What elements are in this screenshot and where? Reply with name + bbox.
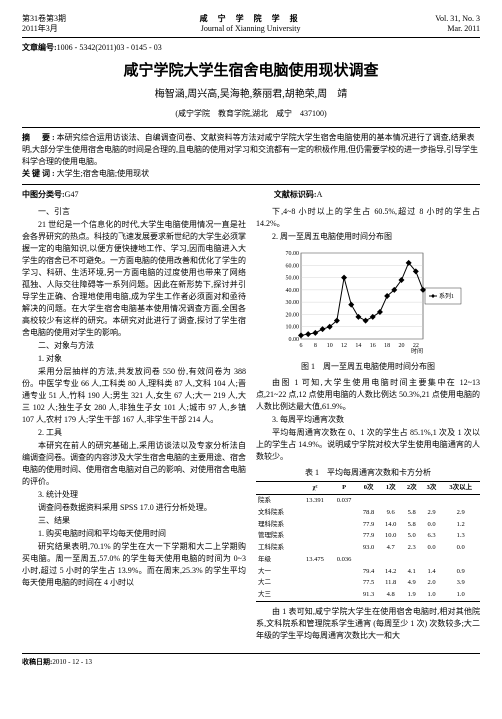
journal-header: 第31卷第3期 2011年3月 咸 宁 学 院 学 报 Journal of X… (22, 14, 480, 38)
s1-head: 一、引言 (22, 206, 246, 218)
footer-note: 收稿日期:2010 - 12 - 13 (22, 653, 480, 668)
article-id-label: 文章编号: (22, 43, 57, 52)
r-sub3: 3. 每周平均通宵次数 (256, 414, 480, 426)
s2-2-p: 本研究在前人的研究基础上,采用访谈法以及专家分析法自编调查问卷。调查的内容涉及大… (22, 440, 246, 488)
article-id-line: 文章编号:1006 - 5342(2011)03 - 0145 - 03 (22, 42, 480, 53)
footer-label: 收稿日期: (22, 658, 52, 666)
clc: G47 (65, 190, 79, 199)
tab1-caption: 表 1 平均每周通宵次数和卡方分析 (256, 467, 480, 479)
s2-1: 1. 对象 (22, 353, 246, 365)
r-p3: 平均每周通宵次数在 0、1 次的学生占 85.1%,1 次及 1 次以上的学生占… (256, 427, 480, 463)
article-title: 咸宁学院大学生宿舍电脑使用现状调查 (22, 61, 480, 82)
r-sub2: 2. 周一至周五电脑使用时间分布图 (256, 231, 480, 243)
classification-row: 中图分类号:G47 文献标识码:A (22, 189, 480, 200)
keywords-label: 关键词: (22, 169, 57, 178)
svg-text:20: 20 (398, 343, 404, 349)
journal-en: Journal of Xianning University (200, 24, 302, 34)
article-id: 1006 - 5342(2011)03 - 0145 - 03 (57, 43, 162, 52)
keywords: 大学生;宿舍电脑;使用现状 (57, 169, 149, 178)
r-p4: 由 1 表可知,咸宁学院大学生在使用宿舍电脑时,相对其他院系,文科院系和管理院系… (256, 606, 480, 642)
svg-text:40.00: 40.00 (286, 288, 300, 294)
r-p1: 下,4~8 小时以上的学生占 60.5%,超过 8 小时的学生占 14.2%。 (256, 206, 480, 230)
svg-text:6: 6 (300, 343, 303, 349)
vol-cn: 第31卷第3期 (22, 14, 66, 24)
svg-text:50.00: 50.00 (286, 276, 300, 282)
footer-date: 2010 - 12 - 13 (52, 658, 92, 666)
svg-text:14: 14 (355, 343, 361, 349)
authors: 梅智涵,周兴高,吴海艳,蔡丽君,胡艳荣,周 靖 (22, 88, 480, 102)
doccode: A (317, 190, 323, 199)
table-1: 表 1 平均每周通宵次数和卡方分析 χ²P0次1次2次3次3次以上院系13.39… (256, 467, 480, 602)
svg-text:10: 10 (327, 343, 333, 349)
date-en: Mar. 2011 (435, 24, 480, 34)
s3-head: 三、结果 (22, 515, 246, 527)
date-cn: 2011年3月 (22, 24, 66, 34)
svg-text:时间: 时间 (411, 347, 423, 355)
svg-text:60.00: 60.00 (286, 264, 300, 270)
journal-cn: 咸 宁 学 院 学 报 (200, 14, 302, 24)
s2-2: 2. 工具 (22, 427, 246, 439)
abstract-label: 摘 要: (22, 133, 57, 142)
affiliation: (咸宁学院 教育学院,湖北 咸宁 437100) (22, 108, 480, 119)
r-p2: 由图 1 可知,大学生使用电脑时间主要集中在 12~13 点,21~22 点,1… (256, 377, 480, 413)
svg-text:30.00: 30.00 (286, 300, 300, 306)
s2-head: 二、对象与方法 (22, 340, 246, 352)
stats-table: χ²P0次1次2次3次3次以上院系13.3910.037文科院系78.89.65… (256, 481, 480, 602)
header-left: 第31卷第3期 2011年3月 (22, 14, 66, 35)
clc-label: 中图分类号: (22, 190, 65, 199)
abstract-text: 本研究综合运用访谈法、自编调查问卷、文献资料等方法对咸宁学院大学生宿舍电脑使用的… (22, 133, 478, 166)
svg-text:10.00: 10.00 (286, 325, 300, 331)
svg-text:20.00: 20.00 (286, 313, 300, 319)
abstract-block: 摘 要:本研究综合运用访谈法、自编调查问卷、文献资料等方法对咸宁学院大学生宿舍电… (22, 127, 480, 185)
s2-1-p: 采用分层抽样的方法,共发放问卷 550 份,有效问卷为 388 份。中医学专业 … (22, 366, 246, 426)
s1-p1: 21 世纪是一个信息化的时代,大学生电脑使用情况一直是社会各界研究的热点。科技的… (22, 219, 246, 339)
svg-text:16: 16 (370, 343, 376, 349)
header-center: 咸 宁 学 院 学 报 Journal of Xianning Universi… (200, 14, 302, 35)
s3-1-p: 研究结果表明,70.1% 的学生在大一下学期和大二上学期购买电脑。周一至周五,5… (22, 541, 246, 589)
vol-en: Vol. 31, No. 3 (435, 14, 480, 24)
left-column: 一、引言 21 世纪是一个信息化的时代,大学生电脑使用情况一直是社会各界研究的热… (22, 206, 246, 643)
body-columns: 一、引言 21 世纪是一个信息化的时代,大学生电脑使用情况一直是社会各界研究的热… (22, 206, 480, 643)
s3-1: 1. 购买电脑时间和平均每天使用时间 (22, 528, 246, 540)
s2-3-p: 调查问卷数据资料采用 SPSS 17.0 进行分析处理。 (22, 502, 246, 514)
figure-1-chart: 0.00 10.00 20.00 30.00 40.00 50.00 60.00 70.00 6… (273, 247, 463, 357)
svg-text:0.00: 0.00 (289, 337, 300, 343)
svg-text:系列1: 系列1 (439, 292, 454, 300)
fig1-caption: 图 1 周一至周五电脑使用时间分布图 (256, 361, 480, 373)
svg-text:8: 8 (314, 343, 317, 349)
header-right: Vol. 31, No. 3 Mar. 2011 (435, 14, 480, 35)
svg-text:70.00: 70.00 (286, 251, 300, 257)
doccode-label: 文献标识码: (274, 190, 317, 199)
svg-text:18: 18 (384, 343, 390, 349)
s2-3: 3. 统计处理 (22, 489, 246, 501)
svg-text:12: 12 (341, 343, 347, 349)
right-column: 下,4~8 小时以上的学生占 60.5%,超过 8 小时的学生占 14.2%。 … (256, 206, 480, 643)
